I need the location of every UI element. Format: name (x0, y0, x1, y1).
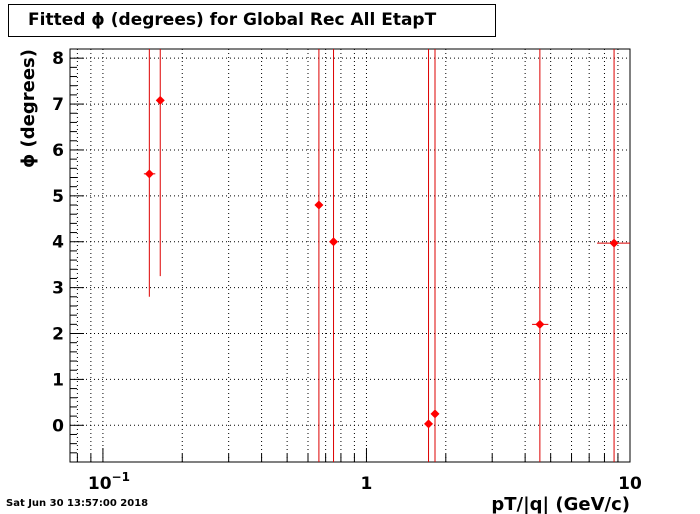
data-point (597, 49, 630, 462)
data-point (155, 49, 165, 277)
y-tick-label: 2 (52, 325, 64, 345)
point-marker (144, 169, 154, 179)
y-tick-label: 5 (52, 187, 64, 207)
y-axis-label: ϕ (degrees) (18, 49, 39, 168)
point-marker (424, 419, 434, 429)
grid-lines (70, 49, 630, 462)
y-tick-label: 6 (52, 141, 64, 161)
point-marker (430, 409, 440, 419)
point-marker (609, 238, 619, 248)
data-point (329, 49, 339, 462)
chart-title: Fitted ϕ (degrees) for Global Rec All Et… (8, 4, 496, 37)
y-tick-label: 4 (52, 233, 64, 253)
data-point (143, 49, 156, 297)
point-marker (155, 95, 165, 105)
point-marker (535, 319, 545, 329)
plot-frame (69, 48, 631, 463)
x-axis-label: pT/|q| (GeV/c) (491, 494, 630, 514)
timestamp: Sat Jun 30 13:57:00 2018 (6, 498, 149, 509)
data-point (532, 49, 549, 462)
point-marker (314, 200, 324, 210)
data-point (314, 49, 324, 462)
x-tick-label: 10 (618, 474, 642, 494)
y-tick-label: 0 (52, 416, 64, 436)
y-tick-label: 1 (52, 370, 64, 390)
data-point (430, 49, 440, 462)
y-tick-label: 7 (52, 95, 64, 115)
axes: 0 1 2 3 4 5 6 7 8 10−1 1 10 (52, 49, 642, 494)
data-points (143, 49, 630, 462)
data-point (424, 49, 434, 462)
y-tick-label: 8 (52, 49, 64, 69)
x-tick-label: 1 (361, 474, 373, 494)
x-tick-label: 10−1 (88, 470, 130, 494)
point-marker (329, 237, 339, 247)
y-tick-label: 3 (52, 279, 64, 299)
